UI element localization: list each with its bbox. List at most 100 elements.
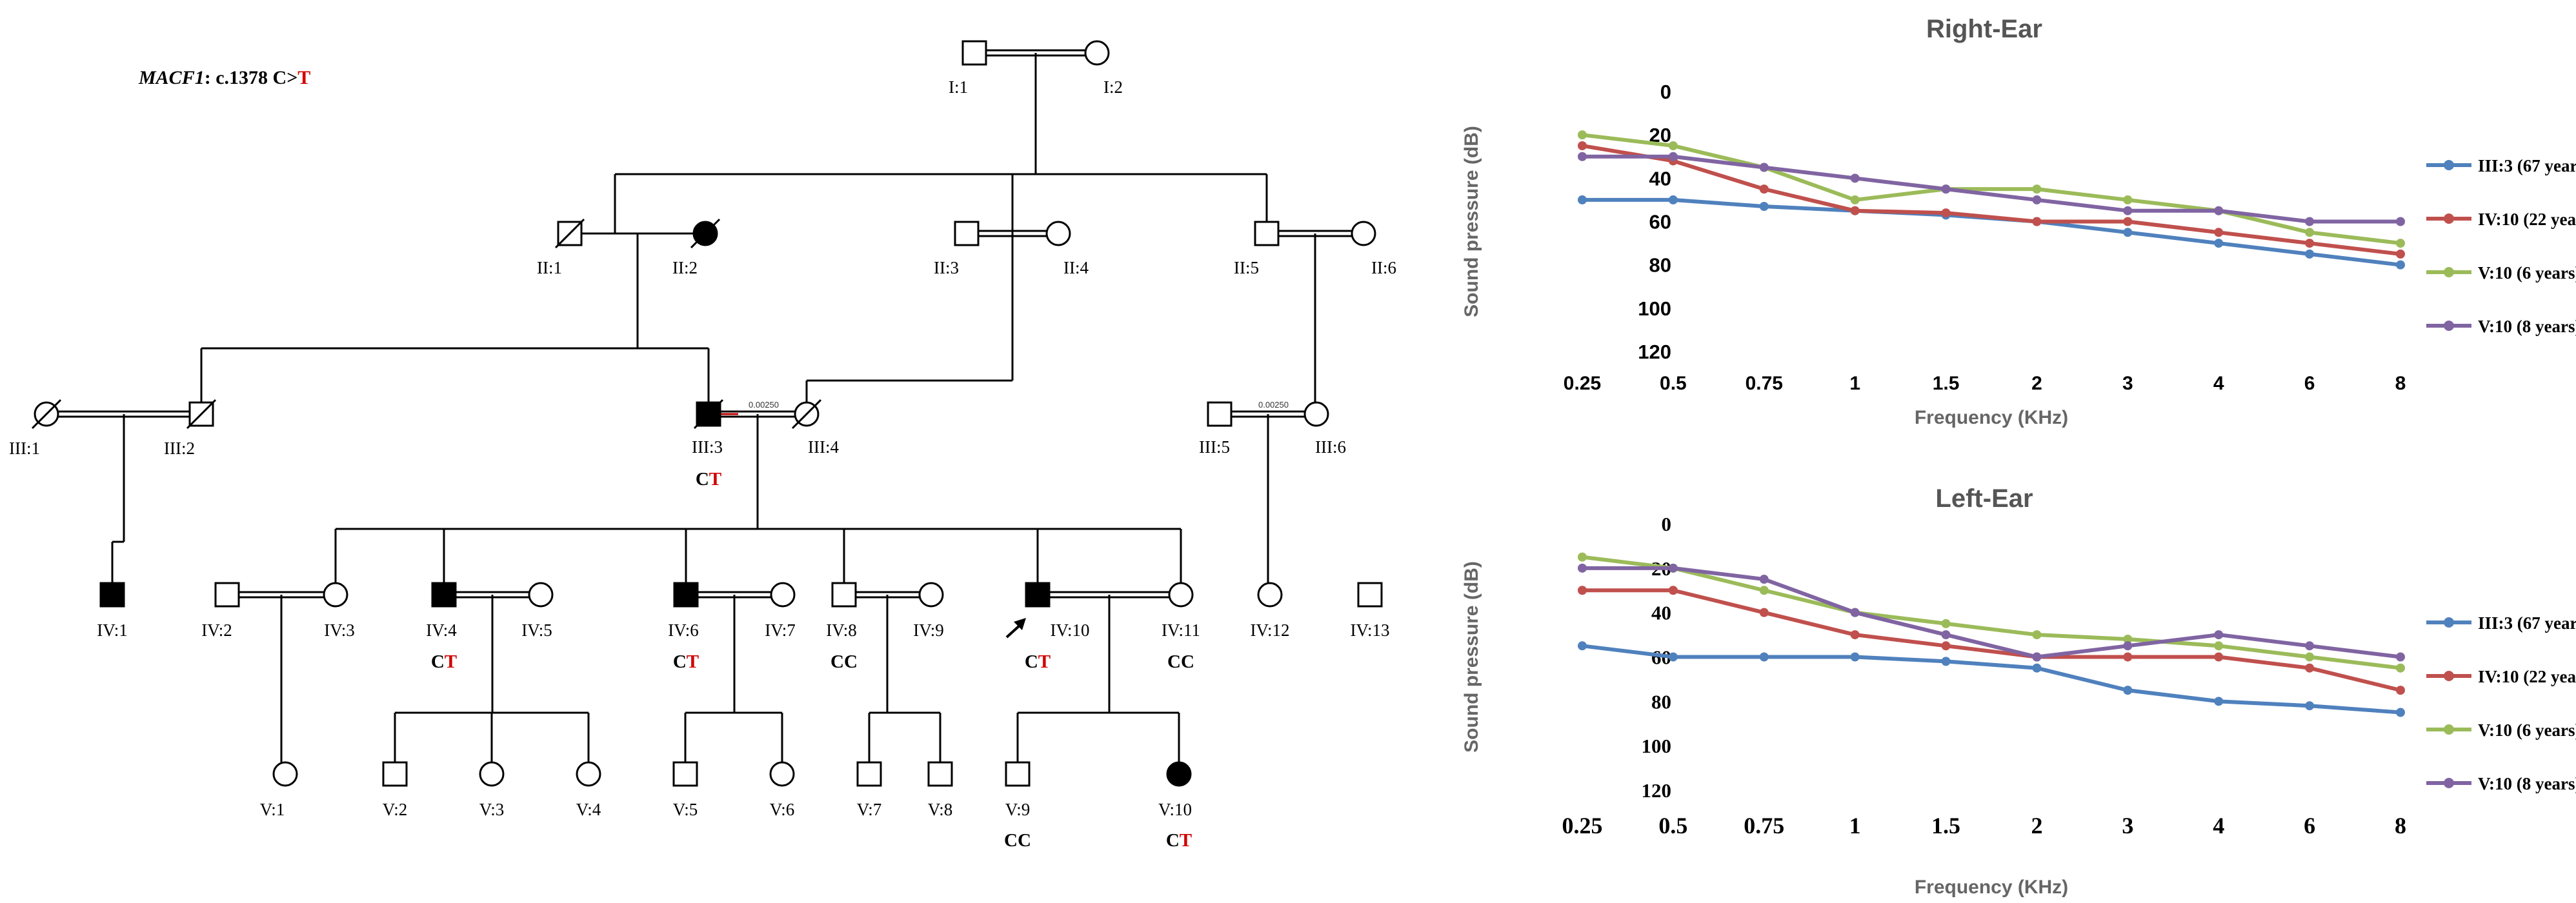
- data-point: [2305, 228, 2315, 237]
- data-point: [1668, 652, 1678, 662]
- data-point: [2123, 652, 2133, 662]
- label-V2: V:2: [383, 800, 408, 819]
- data-point: [2305, 641, 2315, 651]
- label-II2: II:2: [672, 258, 698, 277]
- data-point: [2123, 686, 2133, 695]
- data-point: [1941, 657, 1951, 666]
- legend-marker-2: [2444, 724, 2454, 735]
- deceased-slash-III4: [791, 399, 822, 430]
- label-III4: III:4: [808, 437, 839, 457]
- data-point: [2396, 708, 2405, 717]
- legend-entry-1: IV:10 (22 years): [2478, 667, 2576, 686]
- y-axis-label: Sound pressure (dB): [1461, 561, 1482, 753]
- data-point: [2123, 228, 2133, 237]
- data-point: [1578, 552, 1587, 562]
- data-point: [1668, 195, 1678, 204]
- male-symbol-V8: [927, 761, 953, 787]
- data-point: [2032, 630, 2042, 640]
- male-symbol-V7: [856, 761, 882, 787]
- data-point: [2032, 217, 2042, 226]
- genotype-IV10: CT: [1025, 651, 1051, 672]
- data-point: [2123, 195, 2133, 204]
- x-tick-label: 3: [2122, 813, 2133, 838]
- x-tick-label: 1: [1849, 373, 1860, 394]
- legend-marker-1: [2444, 671, 2454, 681]
- label-V1: V:1: [260, 800, 285, 819]
- data-point: [1668, 141, 1678, 150]
- male-symbol-IV10: [1025, 582, 1051, 608]
- male-symbol-V9: [1005, 761, 1031, 787]
- x-tick-label: 4: [2213, 813, 2224, 838]
- label-I2: I:2: [1103, 77, 1123, 97]
- legend-entry-2: V:10 (6 years): [2478, 263, 2576, 283]
- data-point: [2032, 663, 2042, 673]
- proband-arrowhead: [1014, 618, 1026, 630]
- x-tick-label: 0.75: [1744, 813, 1784, 838]
- mutation-label: MACF1: c.1378 C>T: [138, 67, 310, 88]
- data-point: [1578, 141, 1587, 150]
- consanguinity-note: 0.00250: [1258, 400, 1289, 410]
- male-symbol-V2: [382, 761, 408, 787]
- label-III6: III:6: [1315, 437, 1346, 457]
- male-symbol-II3: [954, 221, 980, 246]
- label-IV7: IV:7: [765, 620, 796, 640]
- series-line-3: [1582, 566, 2401, 659]
- data-point: [1759, 652, 1769, 662]
- y-tick-label: 80: [1651, 690, 1671, 713]
- deceased-slash-III3: [693, 399, 724, 430]
- y-tick-label: 120: [1642, 779, 1672, 802]
- female-symbol-V3: [479, 761, 505, 787]
- female-symbol-IV9: [918, 582, 944, 608]
- data-point: [2214, 641, 2224, 651]
- deceased-slash-III1: [31, 399, 62, 430]
- label-III3: III:3: [692, 437, 723, 457]
- y-tick-label: 0: [1660, 81, 1671, 103]
- female-symbol-V1: [272, 761, 298, 787]
- label-I1: I:1: [949, 77, 968, 97]
- legend-marker-0: [2444, 160, 2454, 170]
- x-tick-label: 8: [2395, 813, 2406, 838]
- label-III2: III:2: [164, 439, 195, 458]
- data-point: [2396, 260, 2405, 270]
- data-point: [2123, 206, 2133, 215]
- legend-marker-1: [2444, 213, 2454, 224]
- male-symbol-V5: [672, 761, 698, 787]
- female-symbol-I2: [1084, 40, 1110, 66]
- deceased-slash-III2: [186, 399, 217, 430]
- data-point: [1941, 619, 1951, 628]
- legend-marker-3: [2444, 778, 2454, 788]
- data-point: [2214, 697, 2224, 706]
- data-point: [2214, 652, 2224, 662]
- data-point: [1850, 195, 1860, 204]
- label-IV9: IV:9: [913, 620, 944, 640]
- legend-entry-2: V:10 (6 years): [2478, 720, 2576, 740]
- genotype-IV4: CT: [431, 651, 457, 672]
- label-V4: V:4: [576, 800, 601, 819]
- label-IV1: IV:1: [97, 620, 128, 640]
- male-symbol-I1: [961, 40, 987, 66]
- label-IV13: IV:13: [1351, 620, 1390, 640]
- series-line-1: [1582, 143, 2401, 256]
- data-point: [2396, 686, 2405, 695]
- data-point: [2396, 652, 2405, 662]
- data-point: [2214, 228, 2224, 237]
- female-symbol-IV5: [528, 582, 554, 608]
- label-IV10: IV:10: [1051, 620, 1090, 640]
- data-point: [1668, 563, 1678, 573]
- label-V10: V:10: [1158, 800, 1192, 819]
- label-V9: V:9: [1005, 800, 1031, 819]
- legend-entry-1: IV:10 (22 years): [2478, 210, 2576, 229]
- label-IV6: IV:6: [668, 620, 699, 640]
- x-tick-label: 3: [2122, 373, 2133, 394]
- data-point: [2305, 239, 2315, 248]
- legend-entry-0: III:3 (67 years): [2478, 156, 2576, 175]
- data-point: [1941, 641, 1951, 651]
- x-tick-label: 1.5: [1931, 813, 1960, 838]
- data-point: [2305, 663, 2315, 673]
- x-axis-label: Frequency (KHz): [1915, 407, 2068, 428]
- deceased-slash-II2: [690, 218, 721, 249]
- y-tick-label: 40: [1649, 167, 1671, 190]
- genotype-V10: CT: [1166, 830, 1192, 851]
- series-line-2: [1582, 133, 2401, 246]
